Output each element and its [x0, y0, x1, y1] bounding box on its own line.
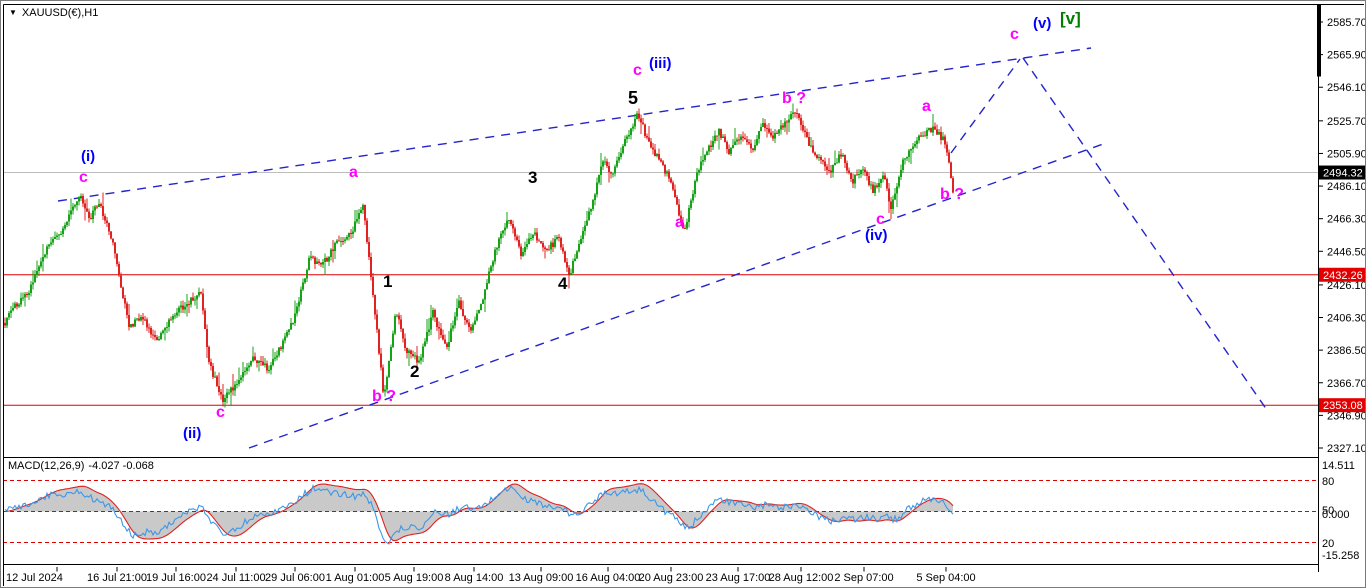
price-axis-label: 2585.70: [1327, 17, 1366, 29]
macd-axis-label: 50: [1322, 505, 1334, 517]
wave-label[interactable]: (ii): [183, 425, 202, 442]
chevron-down-icon[interactable]: ▼: [9, 8, 17, 17]
price-axis-label: 2546.10: [1327, 82, 1366, 94]
wave-label[interactable]: (v): [1033, 15, 1052, 32]
symbol-label: ▼ XAUUSD(€),H1: [9, 7, 98, 19]
macd-main-line: [4, 484, 954, 545]
macd-axis-label: -15.258: [1322, 550, 1359, 562]
price-axis-label: 2446.50: [1327, 246, 1366, 258]
time-axis-label: 24 Jul 11:00: [206, 572, 265, 584]
price-axis-label: 2386.50: [1327, 345, 1366, 357]
wave-label[interactable]: (i): [81, 148, 96, 165]
time-axis-label: 12 Jul 2024: [6, 572, 63, 584]
time-axis-label: 5 Aug 19:00: [385, 572, 444, 584]
trendline-upper-channel[interactable]: [57, 47, 1092, 202]
time-axis-label: 19 Jul 16:00: [146, 572, 206, 584]
price-axis-label: 2486.10: [1327, 181, 1366, 193]
wave-label[interactable]: c: [79, 169, 88, 186]
trendline-projection-down[interactable]: [1022, 57, 1270, 414]
price-axis-label: 2346.90: [1327, 410, 1366, 422]
time-axis-label: 8 Aug 14:00: [445, 572, 504, 584]
wave-label[interactable]: (iv): [865, 227, 888, 244]
candlestick-series: [4, 103, 954, 408]
time-axis-label: 16 Aug 04:00: [576, 572, 641, 584]
wave-label[interactable]: 3: [528, 168, 538, 187]
wave-label[interactable]: c: [876, 211, 885, 228]
wave-label[interactable]: a: [922, 98, 931, 115]
price-axis-label: 2565.90: [1327, 50, 1366, 62]
symbol-text: XAUUSD(€),H1: [21, 7, 99, 19]
current-price-marker: 2494.32: [1319, 165, 1365, 180]
wave-label[interactable]: c: [1010, 26, 1019, 43]
axis-scroll-grip[interactable]: [1317, 4, 1321, 77]
time-axis[interactable]: 12 Jul 2024 16 Jul 21:00 19 Jul 16:00 24 Ju…: [6, 567, 976, 584]
level-price-marker: 2353.08: [1319, 398, 1365, 413]
svg-text:2432.26: 2432.26: [1323, 270, 1363, 282]
price-axis-label: 2426.10: [1327, 280, 1366, 292]
price-axis-label: 2366.70: [1327, 378, 1366, 390]
indicator-name: MACD(12,26,9): [8, 460, 85, 472]
price-axis-label: 2406.30: [1327, 313, 1366, 325]
price-axis-label: 2327.10: [1327, 443, 1366, 455]
svg-text:2353.08: 2353.08: [1323, 400, 1363, 412]
time-axis-label: 2 Sep 07:00: [834, 572, 893, 584]
trendline-projection-up[interactable]: [950, 58, 1021, 154]
trendline-lower-channel[interactable]: [248, 142, 1107, 449]
wave-label[interactable]: c: [633, 62, 642, 79]
wave-label[interactable]: (iii): [649, 55, 672, 72]
wave-label[interactable]: a: [675, 214, 684, 231]
price-axis-label: 2466.30: [1327, 214, 1366, 226]
time-axis-label: 13 Aug 09:00: [509, 572, 574, 584]
price-axis[interactable]: 2585.70 2565.90 2546.10 2525.70 2505.90 2486.…: [1319, 17, 1366, 455]
wave-label[interactable]: [v]: [1060, 9, 1081, 28]
indicator-values: -4.027 -0.068: [88, 460, 154, 472]
wave-label[interactable]: 2: [410, 362, 420, 381]
time-axis-label: 23 Aug 17:00: [706, 572, 771, 584]
wave-label[interactable]: 1: [383, 272, 393, 291]
indicator-label: MACD(12,26,9) -4.027 -0.068: [8, 460, 158, 472]
level-price-marker: 2432.26: [1319, 267, 1365, 282]
macd-axis[interactable]: 14.511 80 500.000 20-15.258: [1322, 460, 1359, 562]
wave-label[interactable]: 5: [628, 88, 639, 108]
time-axis-label: 5 Sep 04:00: [916, 572, 975, 584]
chart-frame: [3, 4, 1364, 586]
time-axis-label: 16 Jul 21:00: [87, 572, 147, 584]
wave-label[interactable]: b ?: [782, 90, 806, 107]
wave-label[interactable]: 4: [558, 274, 568, 293]
time-axis-label: 28 Aug 12:00: [769, 572, 834, 584]
wave-label[interactable]: a: [349, 164, 358, 181]
time-axis-label: 29 Jul 06:00: [265, 572, 325, 584]
svg-text:2494.32: 2494.32: [1323, 168, 1363, 180]
wave-label[interactable]: b ?: [372, 388, 396, 405]
macd-axis-label: 14.511: [1322, 460, 1355, 472]
wave-label[interactable]: c: [216, 404, 225, 421]
price-axis-label: 2525.70: [1327, 116, 1366, 128]
macd-pane: [3, 480, 1318, 545]
time-axis-label: 20 Aug 23:00: [639, 572, 704, 584]
wave-label[interactable]: b ?: [940, 186, 964, 203]
macd-axis-label: 20: [1322, 538, 1334, 550]
macd-axis-label: 0.000: [1322, 509, 1350, 521]
macd-axis-label: 80: [1322, 476, 1334, 488]
time-axis-label: 1 Aug 01:00: [326, 572, 385, 584]
price-axis-label: 2505.90: [1327, 148, 1366, 160]
